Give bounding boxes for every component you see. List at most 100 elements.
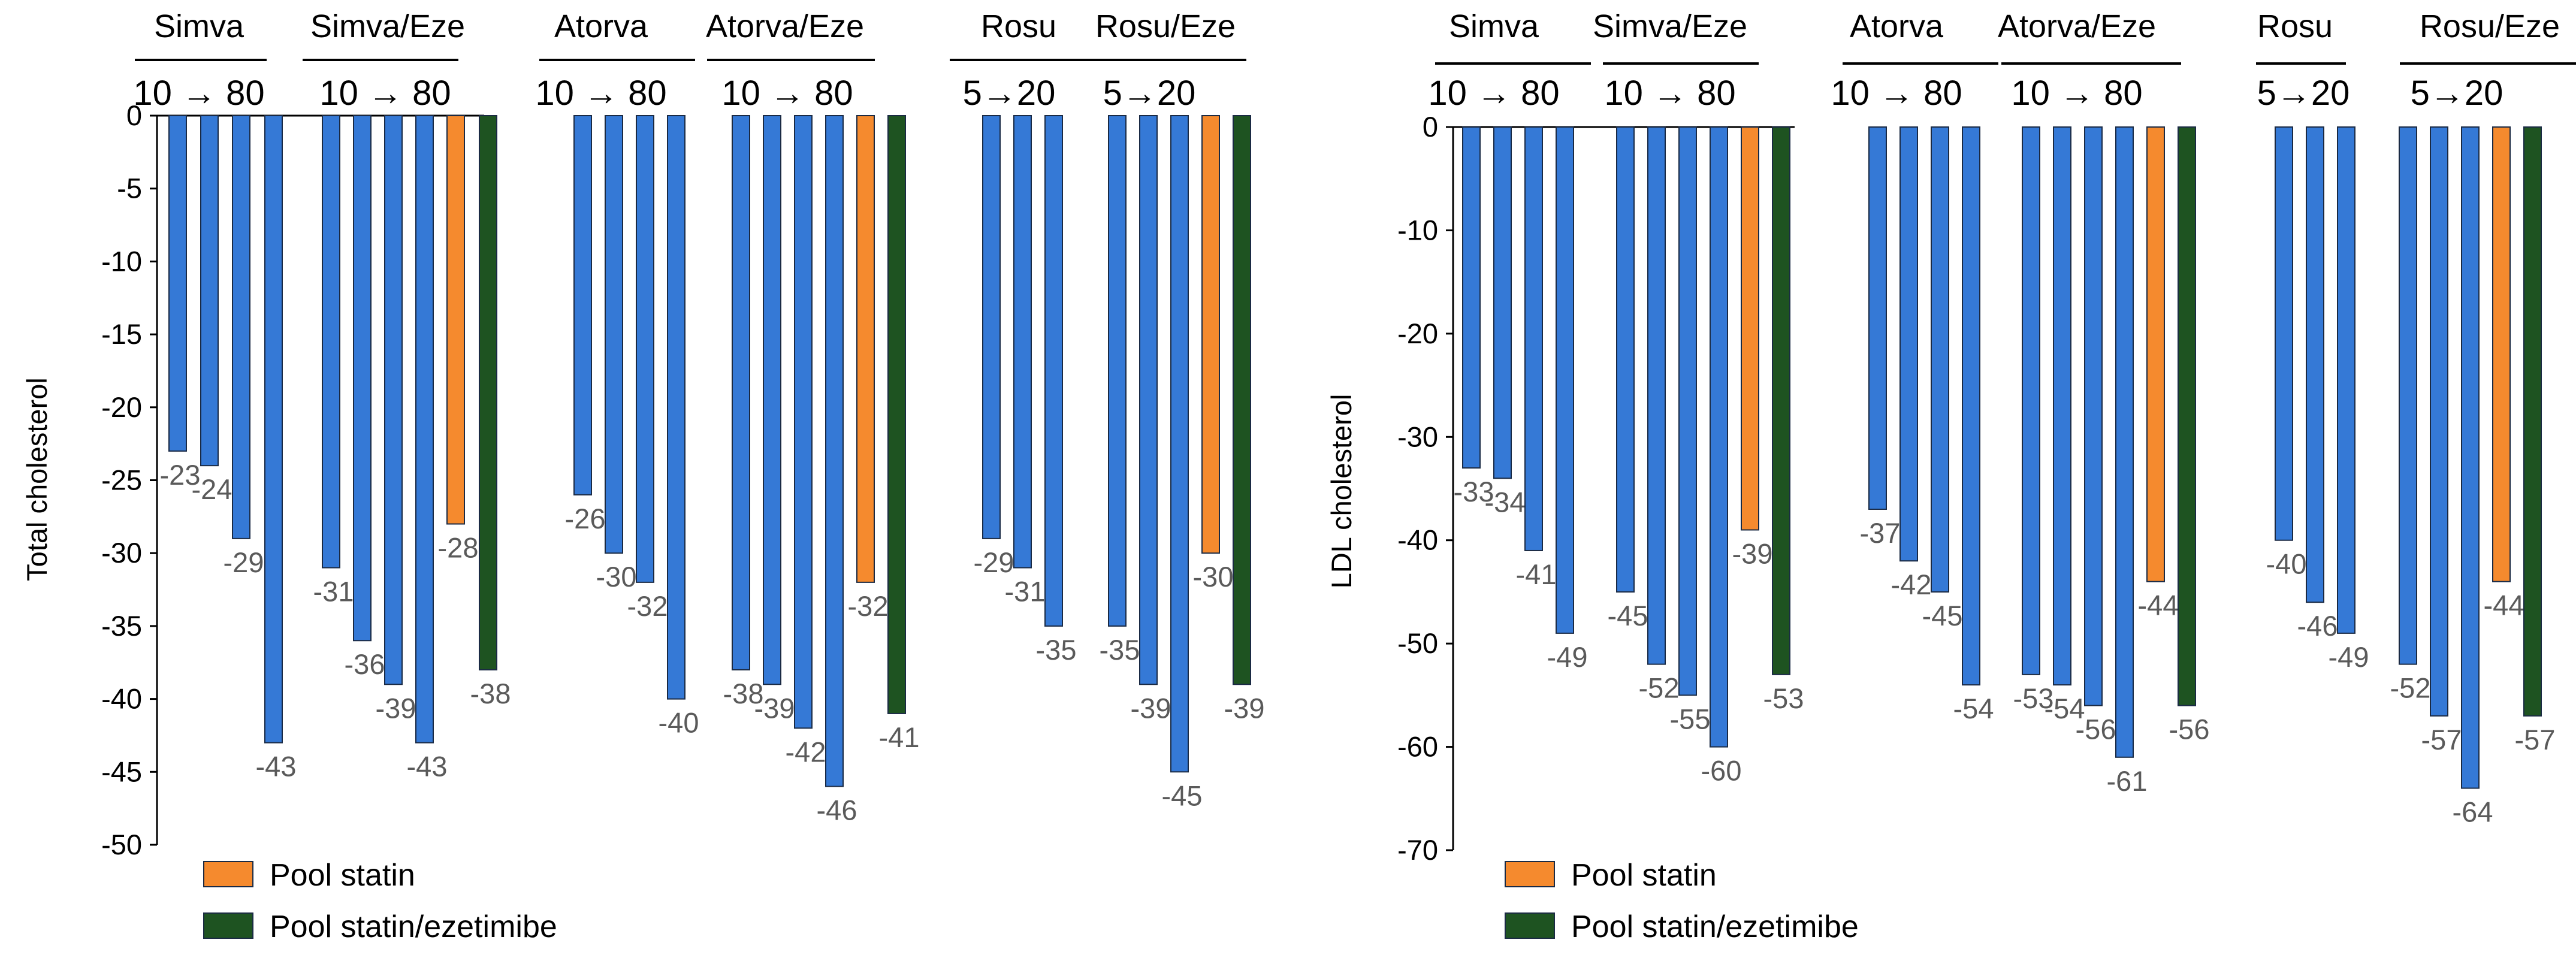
bar-value-label: -38 bbox=[723, 678, 764, 709]
bar bbox=[1462, 126, 1481, 469]
bar-value-label: -49 bbox=[2329, 641, 2369, 673]
bar-value-label: -46 bbox=[2297, 610, 2338, 642]
bar bbox=[322, 115, 340, 569]
bar bbox=[479, 115, 497, 670]
bar-value-label: -44 bbox=[2484, 590, 2524, 621]
bar bbox=[1013, 115, 1032, 569]
dose-range-label: 5→20 bbox=[963, 74, 1056, 113]
y-tick-label: -50 bbox=[101, 829, 142, 860]
group-title: Rosu bbox=[2257, 8, 2333, 44]
bar-value-label: -31 bbox=[1005, 576, 1046, 608]
bar-value-label: -64 bbox=[2453, 796, 2493, 828]
bar bbox=[636, 115, 654, 583]
y-tick-label: -25 bbox=[101, 464, 142, 496]
bar-value-label: -30 bbox=[596, 561, 637, 593]
dose-range-label: 5→20 bbox=[1103, 74, 1196, 113]
legend-swatch bbox=[203, 912, 253, 939]
bar-value-label: -28 bbox=[438, 532, 479, 564]
bar-value-label: -57 bbox=[2421, 724, 2462, 756]
bar bbox=[2306, 126, 2324, 603]
bar-value-label: -53 bbox=[1763, 682, 1804, 714]
bar-value-label: -39 bbox=[376, 692, 416, 724]
bar bbox=[2115, 126, 2134, 758]
bar bbox=[1772, 126, 1790, 675]
dose-range-label: 10 → 80 bbox=[1831, 74, 1962, 113]
y-tick-label: -50 bbox=[1397, 627, 1438, 659]
y-tick-label: -60 bbox=[1397, 731, 1438, 763]
y-tick-label: -10 bbox=[101, 245, 142, 277]
bar bbox=[200, 115, 219, 467]
bar-value-label: -42 bbox=[1891, 569, 1932, 600]
legend-label: Pool statin bbox=[1571, 858, 1717, 893]
dose-range-label: 10 → 80 bbox=[319, 74, 451, 113]
bar-value-label: -57 bbox=[2515, 724, 2556, 756]
legend-label: Pool statin bbox=[270, 858, 415, 893]
bar bbox=[2178, 126, 2196, 706]
bar bbox=[1868, 126, 1887, 510]
group-title: Simva/Eze bbox=[310, 8, 465, 44]
bar bbox=[1170, 115, 1189, 773]
legend-label: Pool statin/ezetimibe bbox=[1571, 909, 1859, 944]
dose-range-label: 5→20 bbox=[2257, 74, 2350, 113]
bar bbox=[232, 115, 250, 539]
bar bbox=[2022, 126, 2040, 675]
bar-value-label: -29 bbox=[974, 546, 1014, 578]
y-tick-label: -5 bbox=[117, 173, 142, 204]
y-tick-label: -10 bbox=[1397, 214, 1438, 246]
y-tick-label: -15 bbox=[101, 318, 142, 350]
bar bbox=[573, 115, 592, 495]
bar bbox=[1931, 126, 1949, 593]
bar-value-label: -38 bbox=[470, 678, 511, 709]
bar-value-label: -39 bbox=[1732, 537, 1773, 569]
chart-panel-1: 0 -5 -10 -15 -20 -25 -30 -35 -40 -45 -50 Total chol… bbox=[21, 8, 1264, 944]
y-tick-label: -40 bbox=[101, 683, 142, 715]
bar bbox=[2430, 126, 2448, 717]
dose-range-label: 10 → 80 bbox=[2011, 74, 2142, 113]
bar-value-label: -32 bbox=[848, 590, 889, 622]
bar bbox=[1044, 115, 1063, 627]
bar bbox=[1741, 126, 1759, 531]
bar-value-label: -45 bbox=[1162, 779, 1203, 811]
bar bbox=[353, 115, 372, 642]
legend-label: Pool statin/ezetimibe bbox=[270, 909, 557, 944]
legend-swatch bbox=[1505, 861, 1555, 887]
bar-value-label: -33 bbox=[1454, 476, 1494, 507]
bar bbox=[732, 115, 750, 670]
bar-value-label: -39 bbox=[754, 692, 795, 724]
bar-value-label: -24 bbox=[192, 473, 232, 505]
bar bbox=[264, 115, 283, 744]
bar bbox=[1493, 126, 1512, 479]
bar-value-label: -40 bbox=[659, 707, 699, 739]
bar bbox=[794, 115, 813, 729]
bar bbox=[1899, 126, 1918, 562]
y-tick-label: 0 bbox=[1423, 111, 1438, 143]
legend-swatch bbox=[1505, 912, 1555, 939]
y-tick-label: -70 bbox=[1397, 834, 1438, 866]
y-tick-label: -20 bbox=[101, 391, 142, 423]
bar bbox=[2461, 126, 2480, 789]
bar-value-label: -43 bbox=[256, 751, 297, 782]
bar bbox=[1556, 126, 1574, 634]
bar-value-label: -41 bbox=[879, 721, 920, 753]
bar-value-label: -54 bbox=[1953, 693, 1994, 724]
bar-value-label: -39 bbox=[1131, 692, 1171, 724]
bar bbox=[2492, 126, 2511, 582]
chart-panel-2: 0 -10 -20 -30 -40 -50 -60 -70 LDL cholesterol Sim… bbox=[1325, 8, 2576, 944]
bar-value-label: -45 bbox=[1922, 600, 1963, 631]
bar bbox=[1139, 115, 1158, 685]
dose-range-label: 10 → 80 bbox=[1604, 74, 1735, 113]
group-title: Rosu bbox=[981, 8, 1056, 44]
group-title: Simva bbox=[154, 8, 244, 44]
bar-value-label: -34 bbox=[1485, 486, 1526, 518]
bar bbox=[1710, 126, 1728, 748]
bar bbox=[2337, 126, 2355, 634]
dose-range-label: 10 → 80 bbox=[1428, 74, 1559, 113]
bar bbox=[2146, 126, 2165, 582]
bar bbox=[856, 115, 875, 583]
group-title: Simva/Eze bbox=[1593, 8, 1747, 44]
legend-swatch bbox=[203, 861, 253, 887]
bar-value-label: -44 bbox=[2138, 590, 2179, 621]
group-title: Atorva bbox=[554, 8, 648, 44]
